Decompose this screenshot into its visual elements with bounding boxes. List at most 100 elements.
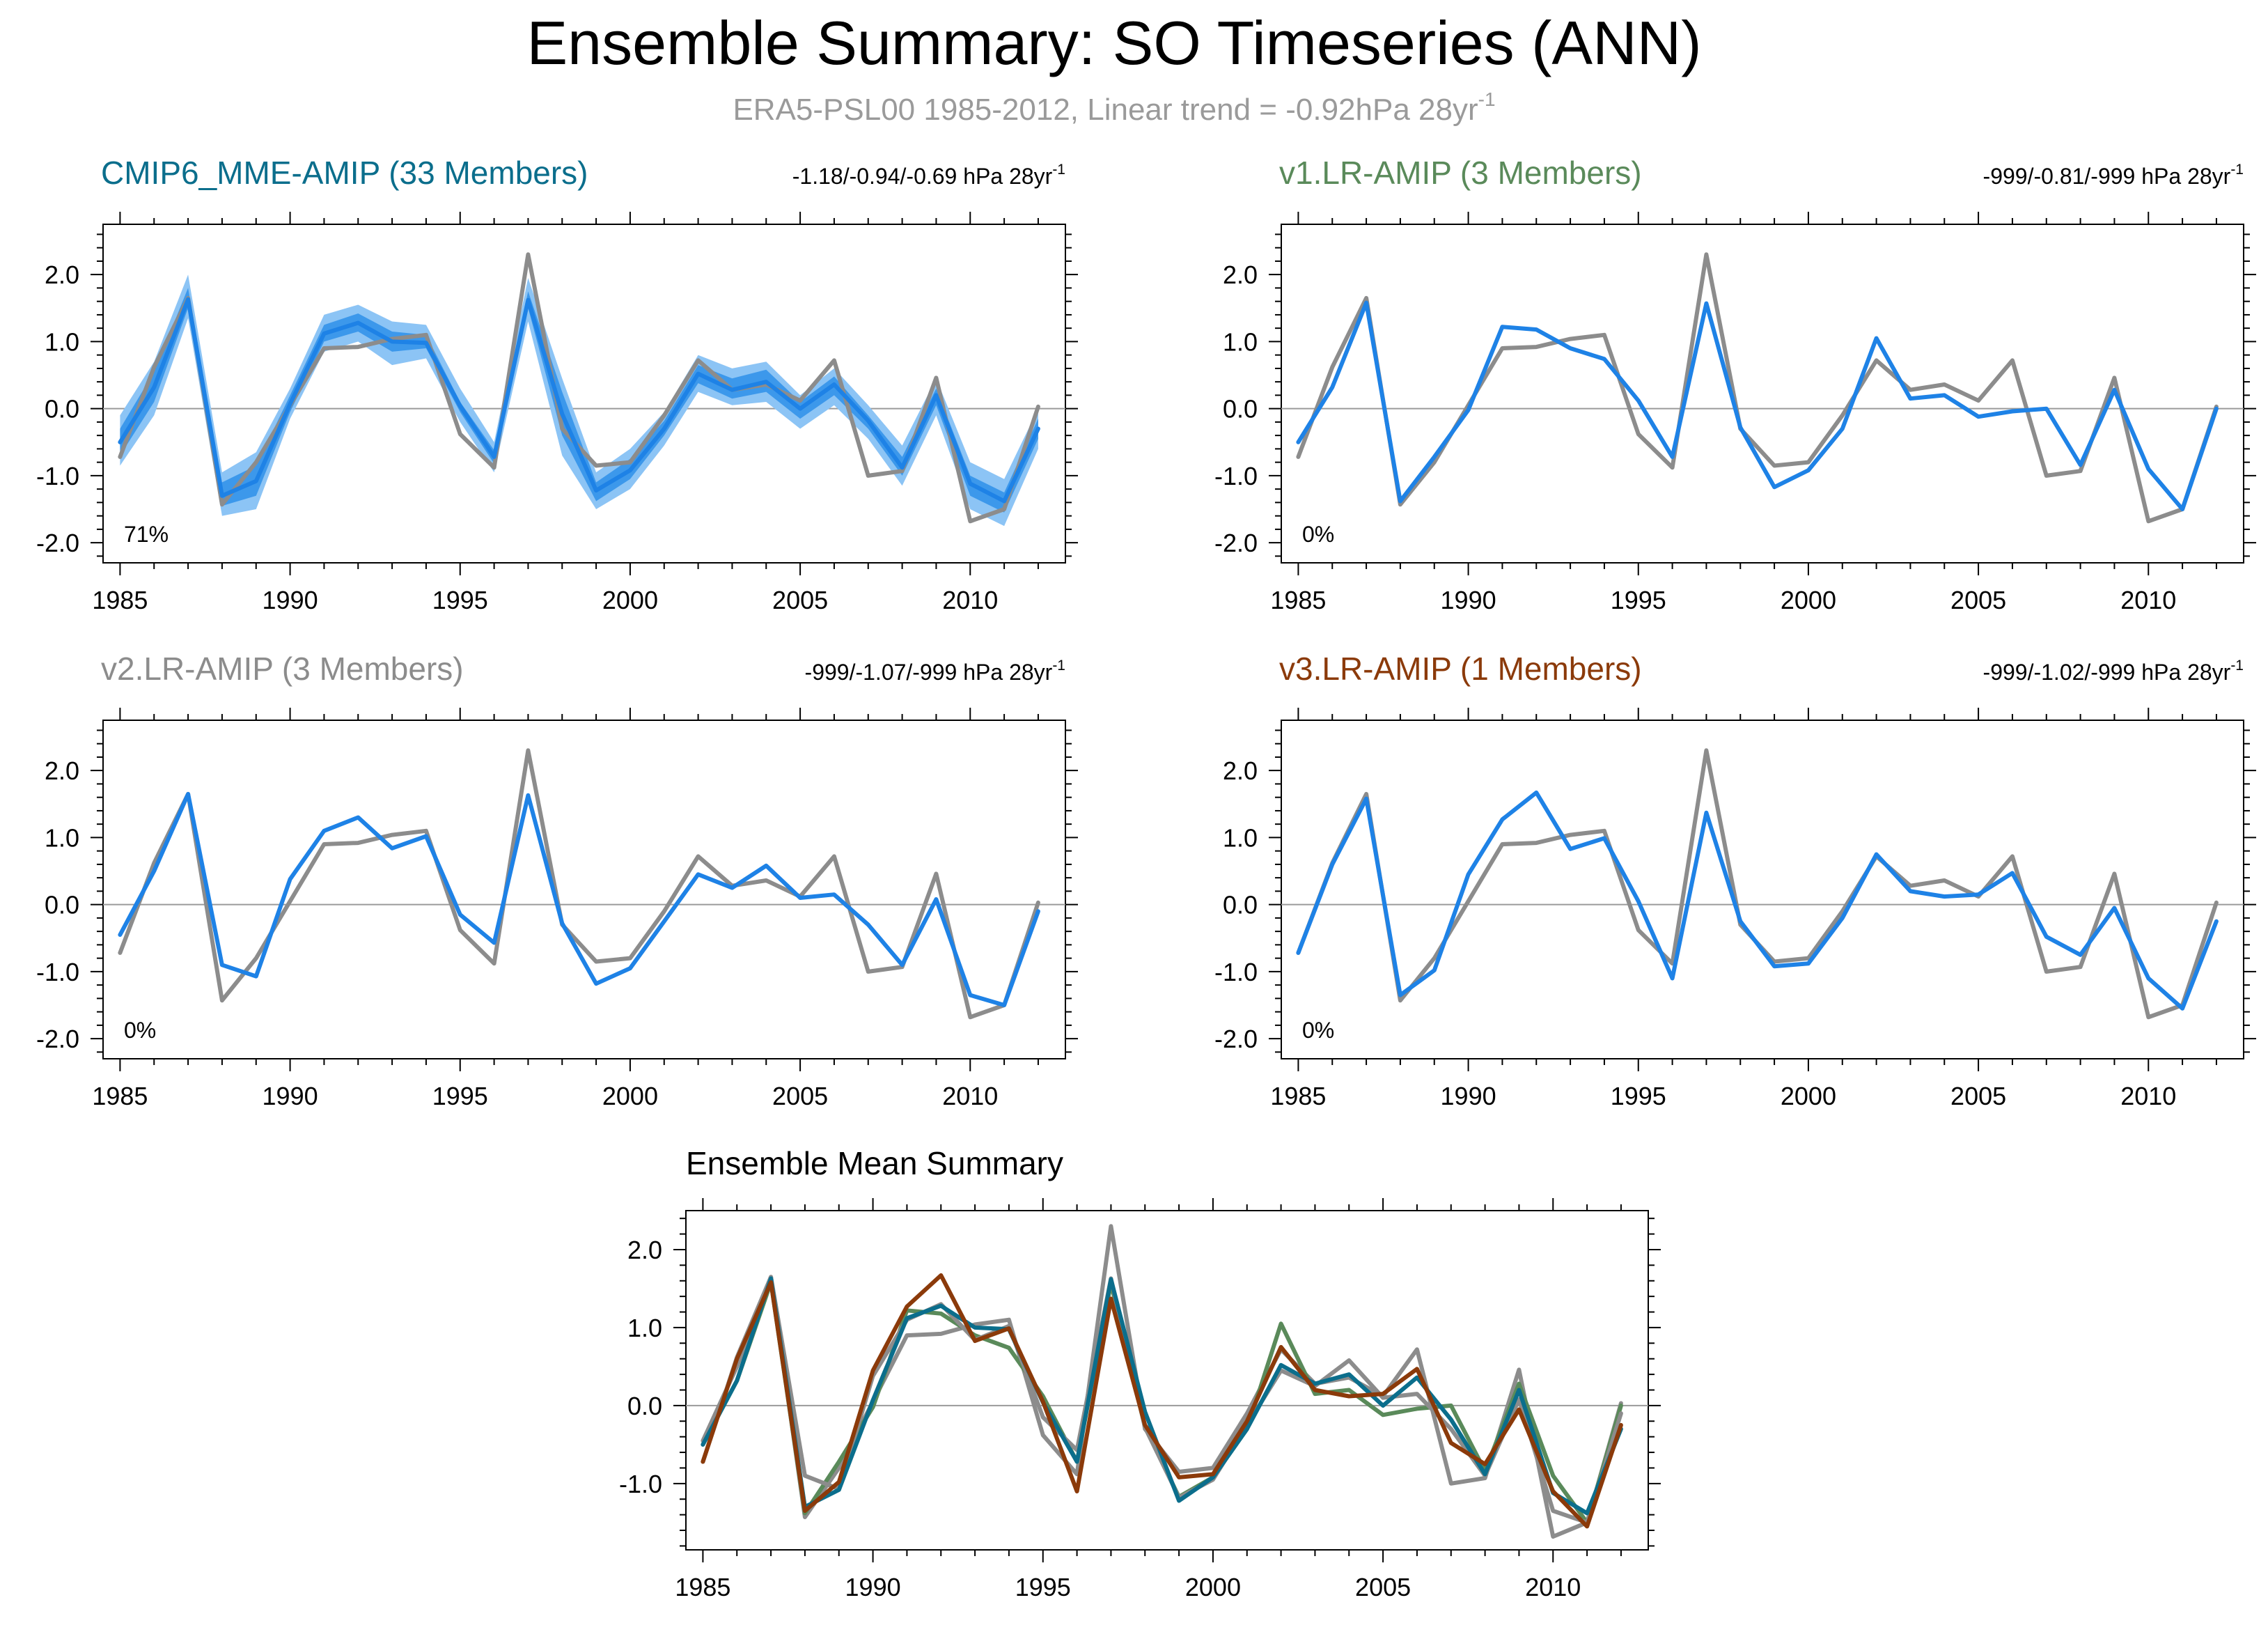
x-tick-label: 2010 (2120, 1082, 2176, 1110)
y-tick-label: 0.0 (45, 891, 79, 919)
spread-band-outer (120, 274, 1038, 527)
x-tick-label: 2005 (1355, 1573, 1411, 1601)
y-tick-label: -2.0 (1214, 529, 1258, 557)
figure-subtitle-sup: -1 (1478, 88, 1496, 110)
panel-title-v3: v3.LR-AMIP (1 Members) (1279, 651, 1642, 687)
x-tick-label: 2010 (2120, 586, 2176, 614)
series-line-cmip6-mme-amip (701, 1276, 1623, 1516)
x-tick-label: 1985 (92, 586, 148, 614)
trend-value: -1.18/-0.94/-0.69 hPa 28yr (792, 164, 1053, 189)
trend-text-v1: -999/-0.81/-999 hPa 28yr-1 (1983, 162, 2244, 189)
x-tick-label: 2005 (772, 1082, 828, 1110)
percent-label-v2: 0% (124, 1018, 156, 1043)
percent-label-mme: 71% (124, 522, 169, 547)
x-tick-label: 1995 (1015, 1573, 1071, 1601)
y-tick-label: 2.0 (1223, 756, 1258, 785)
panel-mme: CMIP6_MME-AMIP (33 Members) -1.18/-0.94/-… (36, 155, 1078, 614)
y-tick-label: 0.0 (45, 395, 79, 424)
x-tick-label: 2005 (772, 586, 828, 614)
trend-text-v2: -999/-1.07/-999 hPa 28yr-1 (805, 658, 1065, 685)
series-line-ensemble-mean (118, 297, 1040, 504)
y-tick-label: -2.0 (1214, 1025, 1258, 1053)
plot-frame-mme (102, 224, 1066, 564)
y-tick-label: -1.0 (1214, 462, 1258, 490)
y-tick-label: 1.0 (1223, 327, 1258, 356)
y-tick-label: -2.0 (36, 1025, 79, 1053)
trend-text-v3: -999/-1.02/-999 hPa 28yr-1 (1983, 658, 2244, 685)
x-tick-label: 1985 (1270, 1082, 1326, 1110)
plot-frame-v2 (102, 720, 1066, 1059)
x-tick-label: 2010 (942, 1082, 998, 1110)
y-tick-label: 1.0 (45, 327, 79, 356)
trend-exponent: -1 (1052, 162, 1065, 178)
y-tick-label: -1.0 (1214, 958, 1258, 986)
y-tick-label: -1.0 (36, 462, 79, 490)
x-tick-label: 1990 (263, 1082, 318, 1110)
x-tick-label: 2010 (942, 586, 998, 614)
y-tick-label: 1.0 (45, 823, 79, 852)
plot-area-mme (118, 252, 1040, 527)
series-line-era5-obs (1296, 252, 2219, 524)
x-tick-label: 1985 (1270, 586, 1326, 614)
series-line-ensemble-mean (118, 791, 1040, 1007)
plot-frame-v1 (1281, 224, 2244, 564)
trend-value: -999/-1.02/-999 hPa 28yr (1983, 660, 2231, 685)
series-line-ensemble-mean (1296, 790, 2219, 1011)
series-line-v3-lr-amip (701, 1273, 1623, 1529)
y-tick-label: -1.0 (619, 1470, 662, 1498)
x-tick-label: 1990 (1441, 1082, 1496, 1110)
trend-value: -999/-0.81/-999 hPa 28yr (1983, 164, 2231, 189)
x-tick-label: 1990 (845, 1573, 901, 1601)
figure-subtitle: ERA5-PSL00 1985-2012, Linear trend = -0.… (733, 88, 1495, 127)
panel-mean: Ensemble Mean Summary 1985 1990 1995 2000 200… (619, 1145, 1661, 1601)
y-tick-label: 2.0 (45, 261, 79, 289)
x-tick-label: 1990 (263, 586, 318, 614)
y-tick-label: -1.0 (36, 958, 79, 986)
trend-text-mme: -1.18/-0.94/-0.69 hPa 28yr-1 (792, 162, 1065, 189)
y-tick-label: 1.0 (1223, 823, 1258, 852)
trend-exponent: -1 (2230, 162, 2244, 178)
x-tick-label: 1995 (1611, 1082, 1666, 1110)
x-tick-label: 2000 (602, 586, 658, 614)
x-tick-label: 2000 (1781, 1082, 1836, 1110)
y-tick-label: 2.0 (45, 756, 79, 785)
x-tick-label: 1995 (432, 1082, 488, 1110)
panel-v1: v1.LR-AMIP (3 Members) -999/-0.81/-999 hP… (1214, 155, 2256, 614)
panel-title-v2: v2.LR-AMIP (3 Members) (101, 651, 464, 687)
x-tick-label: 1995 (432, 586, 488, 614)
panels: CMIP6_MME-AMIP (33 Members) -1.18/-0.94/-… (36, 155, 2256, 1601)
trend-exponent: -1 (1052, 658, 1065, 674)
x-tick-label: 1985 (675, 1573, 730, 1601)
plot-area-v1 (1296, 252, 2219, 524)
panel-title-v1: v1.LR-AMIP (3 Members) (1279, 155, 1642, 191)
panel-title-mme: CMIP6_MME-AMIP (33 Members) (101, 155, 588, 191)
y-tick-label: 0.0 (1223, 891, 1258, 919)
percent-label-v3: 0% (1302, 1018, 1334, 1043)
x-tick-label: 2005 (1950, 586, 2006, 614)
figure-title: Ensemble Summary: SO Timeseries (ANN) (526, 8, 1701, 77)
panel-v2: v2.LR-AMIP (3 Members) -999/-1.07/-999 hP… (36, 651, 1078, 1110)
trend-exponent: -1 (2230, 658, 2244, 674)
plot-frame-mean (685, 1210, 1649, 1551)
series-line-era5-obs (1296, 748, 2219, 1020)
percent-label-v1: 0% (1302, 522, 1334, 547)
plot-frame-v3 (1281, 720, 2244, 1059)
x-tick-label: 1995 (1611, 586, 1666, 614)
y-tick-label: 1.0 (627, 1314, 662, 1342)
y-tick-label: 0.0 (627, 1392, 662, 1420)
series-line-ensemble-mean (1296, 300, 2219, 511)
panel-title-mean: Ensemble Mean Summary (686, 1145, 1063, 1181)
x-tick-label: 2010 (1525, 1573, 1581, 1601)
plot-area-mean (701, 1224, 1623, 1539)
x-tick-label: 2005 (1950, 1082, 2006, 1110)
spread-band-inner (120, 288, 1038, 513)
plot-area-v2 (118, 748, 1040, 1020)
y-tick-label: 2.0 (1223, 261, 1258, 289)
panel-v3: v3.LR-AMIP (1 Members) -999/-1.02/-999 hP… (1214, 651, 2256, 1110)
x-tick-label: 2000 (1781, 586, 1836, 614)
trend-value: -999/-1.07/-999 hPa 28yr (805, 660, 1053, 685)
x-tick-label: 1985 (92, 1082, 148, 1110)
y-tick-label: 2.0 (627, 1236, 662, 1264)
y-tick-label: -2.0 (36, 529, 79, 557)
